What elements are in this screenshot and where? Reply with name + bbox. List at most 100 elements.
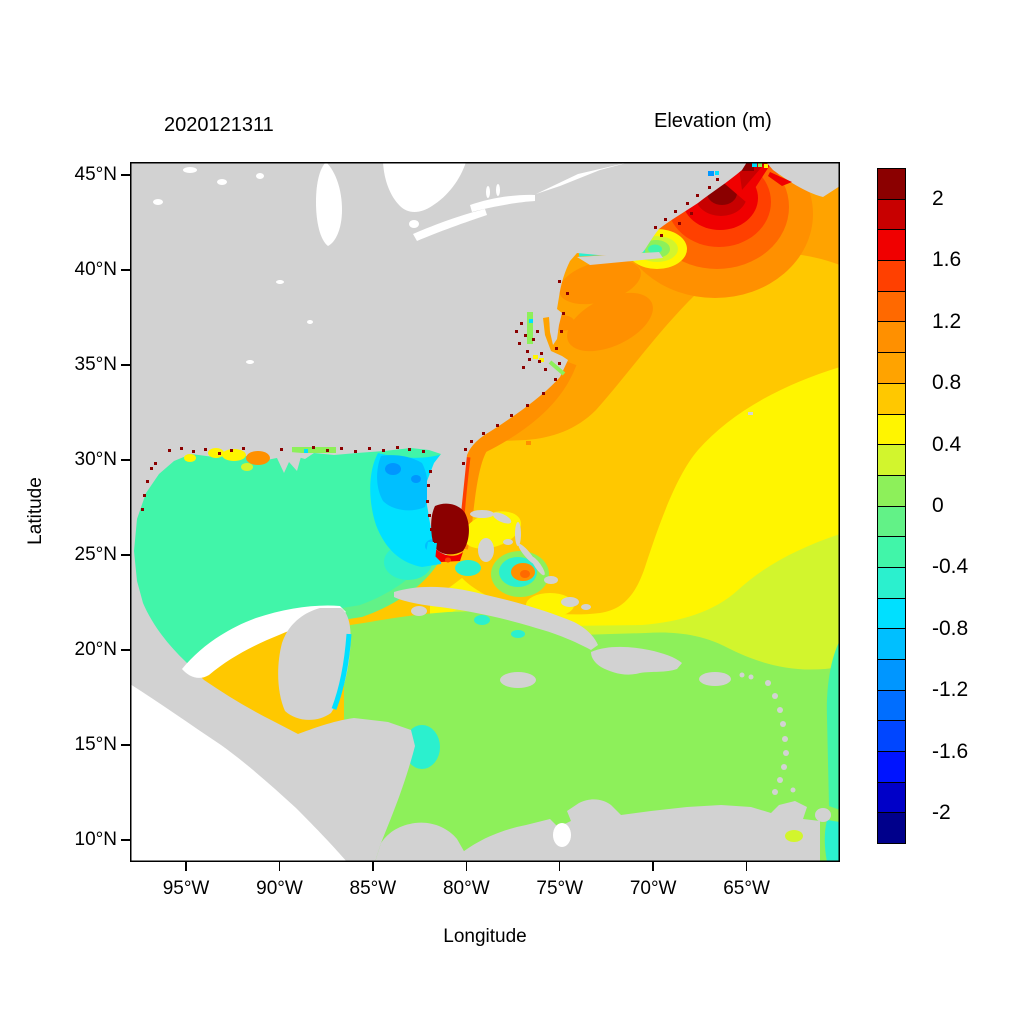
colorbar-tick-label: 1.2 [932, 309, 962, 333]
colorbar-segment [878, 660, 905, 691]
region-honduras-low [404, 725, 440, 769]
island-puerto-rico [699, 672, 731, 686]
region-small-orange-dot [526, 441, 531, 445]
region-east-bahamas-amber [544, 466, 652, 554]
island-long-island [577, 252, 663, 265]
x-axis-tick-label: 70°W [629, 878, 677, 899]
colorbar-tick-label: -1.6 [932, 739, 969, 763]
colorbar-segment [878, 199, 905, 231]
region-fl-tip-cyan-strip [425, 542, 437, 561]
islands-lesser-antilles [739, 672, 796, 795]
y-axis-tick-label: 15°N [74, 734, 117, 756]
lake-maracaibo [553, 823, 571, 847]
colorbar-segment [878, 782, 905, 814]
x-axis-tick [465, 862, 468, 871]
y-axis-label: Latitude [25, 477, 46, 545]
x-axis-tick-label: 80°W [442, 878, 490, 899]
region-fundy-head [742, 162, 754, 171]
landmass-mississippi-delta [277, 451, 302, 473]
colorbar-tick-label: 0.4 [932, 432, 962, 456]
colorbar-segment [878, 567, 905, 599]
y-axis-tick [121, 649, 130, 651]
x-axis-tick-label: 75°W [536, 878, 584, 899]
colorbar-segment [878, 752, 905, 783]
region-chesapeake-yellow-2 [539, 358, 544, 362]
region-mississippi-sound-green [292, 447, 336, 453]
map-frame [130, 162, 840, 862]
region-wfl-shelf-blue [377, 455, 428, 511]
colorbar [877, 168, 906, 844]
region-chesapeake-green [527, 312, 533, 344]
y-axis-tick [121, 554, 130, 556]
x-axis-tick-label: 90°W [256, 878, 303, 899]
colorbar-tick-label: 0 [932, 494, 944, 517]
y-axis-tick [121, 839, 130, 841]
region-sound-cyan-dot [304, 449, 308, 453]
region-wfl-deep-low-2 [411, 475, 421, 483]
y-axis-tick-label: 35°N [74, 353, 117, 375]
region-south-florida-peak [431, 503, 469, 555]
region-yucatan-east-cyan [331, 633, 352, 710]
y-axis-tick-label: 25°N [74, 544, 117, 566]
colorbar-tick-label: -1.2 [932, 678, 969, 702]
plot-timestamp-title: 2020121311 [164, 114, 274, 136]
colorbar-tick-label: -0.8 [932, 616, 969, 640]
region-bahamas-eddy-core [520, 570, 530, 578]
region-hatteras-offshore-high [567, 292, 653, 352]
y-axis-tick [121, 364, 130, 366]
colorbar-segment [878, 353, 905, 384]
landmass-north-america [130, 162, 747, 615]
colorbar-segment [878, 230, 905, 262]
region-s-cuba-spot-1 [474, 615, 490, 625]
island-cuba [394, 586, 598, 650]
region-chesapeake-yellow-1 [533, 355, 538, 359]
islands-bahamas [470, 510, 591, 610]
region-pamlico-green [548, 360, 566, 376]
island-jamaica [500, 672, 536, 688]
landmass-yucatan [278, 608, 351, 720]
y-axis-tick [121, 269, 130, 271]
region-wfl-deep-low-1 [385, 463, 401, 475]
y-axis-tick-label: 30°N [74, 449, 117, 471]
surge-elevation-map [130, 162, 840, 862]
region-texas-yellow [184, 454, 196, 462]
region-nj-offshore-high [559, 259, 641, 305]
x-axis-tick-label: 95°W [162, 878, 210, 899]
x-axis-tick-label: 65°W [723, 878, 770, 899]
x-axis-tick [185, 862, 187, 871]
y-axis-tick [121, 459, 130, 461]
x-axis-tick [558, 862, 561, 871]
region-nw-cuba-turquoise [455, 560, 481, 576]
region-chesapeake-cyan-dot [529, 319, 533, 323]
colorbar-tick-label: 2 [932, 186, 944, 210]
colorbar-segment [878, 537, 905, 568]
landmass-nova-scotia [766, 162, 840, 197]
region-s-cuba-spot-2 [511, 630, 525, 638]
region-delta-orange [246, 451, 270, 465]
y-axis-tick [121, 174, 130, 176]
coastline-speckles-dark-red [141, 178, 719, 543]
island-bermuda [748, 412, 753, 415]
colorbar-title: Elevation (m) [654, 110, 772, 132]
colorbar-segment [878, 261, 905, 292]
colorbar-segment [878, 629, 905, 660]
colorbar-segment [878, 445, 905, 476]
region-delta-yellow-1 [222, 449, 246, 461]
colorbar-tick-label: -2 [932, 801, 951, 825]
colorbar-segment [878, 475, 905, 507]
landmass-panama-costarica [375, 822, 469, 862]
x-axis-tick [652, 862, 654, 871]
x-axis-tick [372, 862, 374, 871]
region-fl-tip-orange-dot [445, 557, 451, 563]
colorbar-segment [878, 291, 905, 323]
island-trinidad [815, 808, 831, 822]
colorbar-segment [878, 506, 905, 538]
island-isle-of-youth [411, 606, 427, 616]
region-capecod-low [648, 244, 662, 254]
y-axis-tick [121, 744, 130, 746]
colorbar-segment [878, 813, 905, 844]
region-delta-yellow-2 [208, 448, 224, 458]
colorbar-segment [878, 169, 905, 200]
great-lakes [153, 162, 630, 364]
